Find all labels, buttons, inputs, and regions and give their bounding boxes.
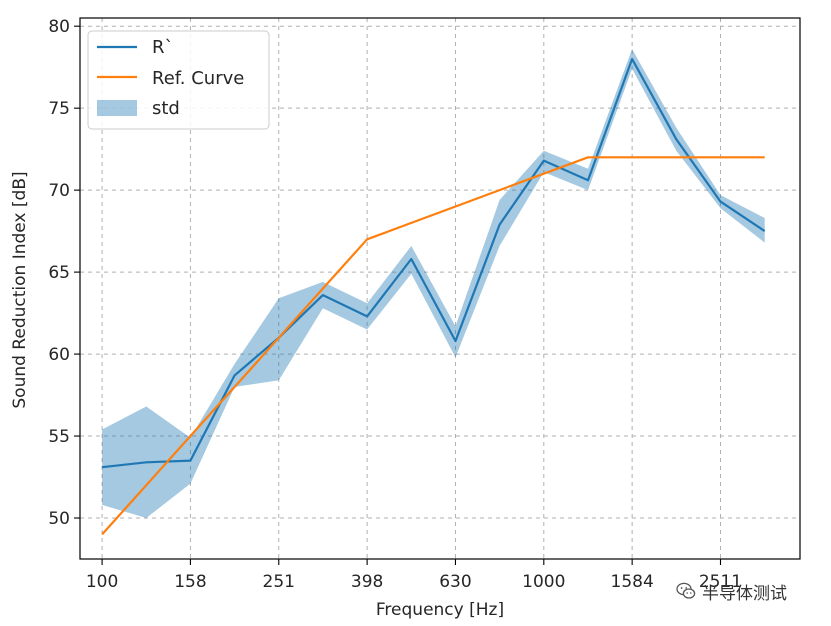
y-axis-ticks: 50 55 60 65 70 75 80 xyxy=(48,17,80,529)
x-axis-ticks: 100 158 251 398 630 1000 1584 2511 xyxy=(86,559,742,592)
legend: R` Ref. Curve std xyxy=(87,30,270,130)
x-tick-label: 251 xyxy=(263,572,295,592)
y-tick-label: 75 xyxy=(48,99,70,119)
x-tick-label: 398 xyxy=(351,572,383,592)
legend-label-r: R` xyxy=(152,37,174,58)
y-axis-label: Sound Reduction Index [dB] xyxy=(10,171,30,408)
series-r-line xyxy=(101,57,766,469)
x-tick-label: 630 xyxy=(439,572,471,592)
series-std-band xyxy=(102,49,765,518)
y-tick-label: 50 xyxy=(48,509,70,529)
legend-box xyxy=(87,30,270,130)
line-layer xyxy=(101,57,766,536)
x-tick-label: 2511 xyxy=(699,572,742,592)
series-ref-curve-line xyxy=(101,156,765,536)
wechat-icon xyxy=(676,582,696,599)
y-tick-label: 55 xyxy=(48,427,70,447)
std-band-layer xyxy=(102,49,765,518)
x-tick-label: 1000 xyxy=(522,572,565,592)
x-tick-label: 158 xyxy=(174,572,206,592)
legend-swatch-std xyxy=(97,100,137,116)
y-tick-label: 80 xyxy=(48,17,70,37)
x-tick-label: 100 xyxy=(86,572,118,592)
legend-label-std: std xyxy=(152,98,180,119)
x-tick-label: 1584 xyxy=(611,572,654,592)
watermark: 半导体测试 xyxy=(676,578,787,604)
legend-label-ref-curve: Ref. Curve xyxy=(152,68,244,89)
y-tick-label: 65 xyxy=(48,263,70,283)
plot-frame xyxy=(79,17,801,560)
y-tick-label: 60 xyxy=(48,345,70,365)
x-axis-label: Frequency [Hz] xyxy=(376,600,504,620)
y-tick-label: 70 xyxy=(48,181,70,201)
watermark-text: 半导体测试 xyxy=(702,583,787,604)
